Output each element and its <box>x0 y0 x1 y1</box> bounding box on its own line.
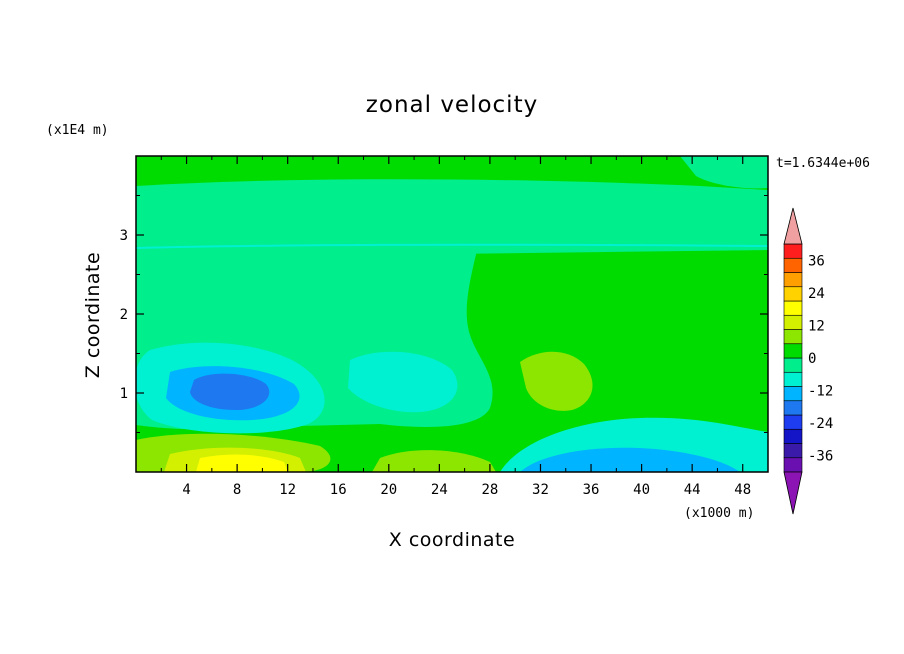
chart-title: zonal velocity <box>366 92 538 118</box>
contour-region-upper-band <box>136 179 768 258</box>
colorbar-swatch <box>783 300 803 316</box>
y-axis-ticks: 1 2 3 <box>120 195 768 433</box>
contour-field <box>136 156 768 472</box>
colorbar-swatch <box>783 400 803 416</box>
colorbar-tick-label: 24 <box>808 286 825 302</box>
y-tick-label: 2 <box>120 307 128 323</box>
colorbar-swatch <box>783 343 803 359</box>
x-tick-label: 32 <box>532 482 549 498</box>
colorbar-swatch <box>783 286 803 302</box>
colorbar-swatch <box>783 329 803 345</box>
x-tick-label: 40 <box>633 482 650 498</box>
colorbar-swatch <box>783 414 803 430</box>
x-tick-label: 44 <box>684 482 701 498</box>
colorbar-tick-label: -36 <box>808 449 833 465</box>
y-axis-label: Z coordinate <box>82 252 104 378</box>
y-tick-label: 1 <box>120 386 128 402</box>
y-unit-label: (x1E4 m) <box>46 123 109 138</box>
x-axis-ticks: 4 8 12 16 20 24 28 32 36 40 44 48 <box>160 156 751 498</box>
contour-region-mid-jet <box>348 351 458 413</box>
x-tick-label: 16 <box>330 482 347 498</box>
colorbar-under-arrow <box>783 471 803 515</box>
colorbar-tick-label: 12 <box>808 318 825 334</box>
x-tick-label: 24 <box>431 482 448 498</box>
x-tick-label: 4 <box>182 482 190 498</box>
x-tick-label: 20 <box>380 482 397 498</box>
x-tick-label: 8 <box>233 482 241 498</box>
colorbar-swatch <box>783 457 803 473</box>
time-label: t=1.6344e+06 <box>776 156 870 171</box>
colorbar-swatch <box>783 243 803 259</box>
colorbar-swatch <box>783 428 803 444</box>
colorbar-tick-label: -12 <box>808 384 833 400</box>
x-tick-label: 12 <box>279 482 296 498</box>
x-tick-label: 48 <box>734 482 751 498</box>
x-tick-label: 28 <box>481 482 498 498</box>
contour-region-top-right-patch <box>680 156 768 189</box>
colorbar-swatch <box>783 272 803 288</box>
x-axis-label: X coordinate <box>389 529 515 551</box>
colorbar-tick-label: 0 <box>808 351 816 367</box>
contour-region-surface-positive-2 <box>372 450 496 472</box>
x-tick-label: 36 <box>583 482 600 498</box>
contour-shear-line <box>136 243 768 249</box>
contour-region-core <box>190 373 270 410</box>
contour-region-surface-max <box>196 454 288 472</box>
x-unit-label: (x1000 m) <box>684 506 754 521</box>
colorbar-swatch <box>783 371 803 387</box>
colorbar: 36 24 12 0 -12 -24 -36 <box>783 207 833 515</box>
y-tick-label: 3 <box>120 228 128 244</box>
contour-region-positive-blob <box>520 351 593 411</box>
colorbar-swatch <box>783 314 803 330</box>
colorbar-swatch <box>783 257 803 273</box>
colorbar-swatch <box>783 357 803 373</box>
contour-region-east-dip-inner <box>520 447 740 472</box>
colorbar-swatch <box>783 386 803 402</box>
colorbar-over-arrow <box>783 207 803 245</box>
colorbar-tick-label: 36 <box>808 253 825 269</box>
colorbar-tick-label: -24 <box>808 416 833 432</box>
colorbar-swatch <box>783 443 803 459</box>
